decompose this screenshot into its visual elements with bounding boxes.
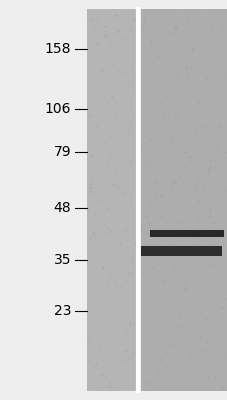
Text: 35: 35 [54, 252, 71, 266]
Text: 48: 48 [53, 201, 71, 215]
Bar [140, 9, 226, 391]
Text: 158: 158 [44, 42, 71, 56]
Bar [149, 230, 223, 237]
Text: 106: 106 [44, 102, 71, 116]
Bar [86, 9, 137, 391]
Bar [141, 246, 221, 256]
Text: 79: 79 [53, 145, 71, 159]
Text: 23: 23 [54, 304, 71, 318]
